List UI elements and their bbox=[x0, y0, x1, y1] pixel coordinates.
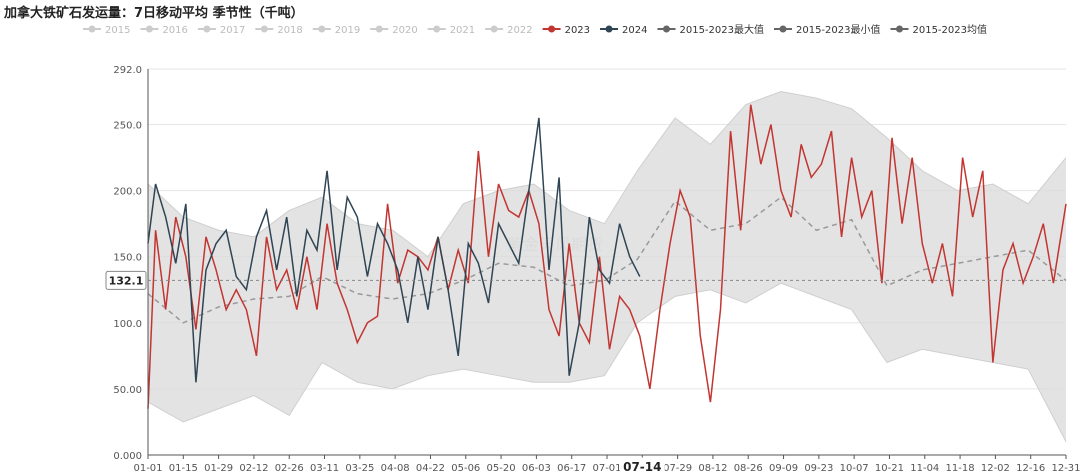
series-line-2023 bbox=[147, 104, 1067, 409]
legend-item-2015[interactable]: 2015 bbox=[82, 25, 130, 36]
x-tick-label: 06-17 bbox=[557, 463, 586, 474]
legend-label: 2023 bbox=[565, 25, 590, 36]
legend-marker-icon bbox=[375, 25, 383, 33]
y-tick-label: 100.0 bbox=[113, 319, 142, 330]
legend-label: 2022 bbox=[507, 25, 532, 36]
x-tick-label: 03-25 bbox=[345, 463, 374, 474]
legend-item-2017[interactable]: 2017 bbox=[197, 25, 245, 36]
legend-label: 2015-2023最小值 bbox=[796, 23, 881, 36]
legend-item-2015-2023最大值[interactable]: 2015-2023最大值 bbox=[657, 23, 764, 36]
x-tick-label: 12-02 bbox=[981, 463, 1010, 474]
chart-title: 加拿大铁矿石发运量：7日移动平均 季节性（千吨） bbox=[4, 6, 304, 21]
legend-item-2015-2023均值[interactable]: 2015-2023均值 bbox=[890, 23, 987, 36]
legend-marker-icon bbox=[779, 25, 787, 33]
y-tick-label: 200.0 bbox=[113, 187, 142, 198]
pointer-x-box bbox=[619, 457, 665, 475]
x-tick-label: 05-20 bbox=[487, 463, 516, 474]
legend-marker-icon bbox=[605, 25, 613, 33]
legend-label: 2015-2023均值 bbox=[912, 23, 987, 36]
x-tick-label: 12-31 bbox=[1051, 463, 1080, 474]
x-tick-label: 09-23 bbox=[804, 463, 833, 474]
y-tick-label: 150.0 bbox=[113, 253, 142, 264]
x-tick-label: 10-07 bbox=[840, 463, 869, 474]
legend-item-2022[interactable]: 2022 bbox=[485, 25, 533, 36]
legend-label: 2021 bbox=[450, 25, 475, 36]
x-tick-label: 11-04 bbox=[910, 463, 939, 474]
legend-item-2018[interactable]: 2018 bbox=[255, 25, 303, 36]
legend-label: 2020 bbox=[392, 25, 417, 36]
legend-marker-icon bbox=[895, 25, 903, 33]
x-tick-label: 02-12 bbox=[239, 463, 268, 474]
legend-marker-icon bbox=[203, 25, 211, 33]
legend-marker-icon bbox=[318, 25, 326, 33]
x-tick-label: 05-06 bbox=[451, 463, 480, 474]
x-tick-label: 01-01 bbox=[133, 463, 162, 474]
y-tick-label: 50.00 bbox=[113, 385, 142, 396]
x-tick-label: 07-01 bbox=[592, 463, 621, 474]
x-tick-label: 09-09 bbox=[769, 463, 798, 474]
legend-marker-icon bbox=[662, 25, 670, 33]
x-tick-label: 11-18 bbox=[946, 463, 975, 474]
legend-label: 2015-2023最大值 bbox=[679, 23, 764, 36]
series-line-mean bbox=[147, 196, 1067, 324]
pointer-x-value: 07-14 bbox=[623, 460, 661, 474]
legend-label: 2024 bbox=[622, 25, 647, 36]
legend-item-2023[interactable]: 2023 bbox=[542, 25, 590, 36]
x-tick-label: 07-29 bbox=[663, 463, 692, 474]
legend-item-2015-2023最小值[interactable]: 2015-2023最小值 bbox=[773, 23, 881, 36]
x-tick-label: 10-21 bbox=[875, 463, 904, 474]
y-tick-label: 250.0 bbox=[113, 121, 142, 132]
x-tick-label: 04-08 bbox=[381, 463, 410, 474]
series-line-min bbox=[147, 282, 1067, 443]
legend-marker-icon bbox=[260, 25, 268, 33]
x-tick-label: 03-11 bbox=[310, 463, 339, 474]
x-tick-label: 02-26 bbox=[275, 463, 304, 474]
legend-marker-icon bbox=[433, 25, 441, 33]
x-tick-label: 04-22 bbox=[416, 463, 445, 474]
legend-item-2024[interactable]: 2024 bbox=[600, 25, 647, 36]
legend-marker-icon bbox=[145, 25, 153, 33]
legend-label: 2015 bbox=[105, 25, 130, 36]
legend-label: 2018 bbox=[277, 25, 302, 36]
legend-item-2019[interactable]: 2019 bbox=[312, 25, 360, 36]
y-tick-label: 0.000 bbox=[113, 451, 142, 462]
legend-marker-icon bbox=[88, 25, 96, 33]
legend-item-2020[interactable]: 2020 bbox=[370, 25, 418, 36]
legend: 2015 2016 2017 2018 2019 2020 2021 2022 2023 2024… bbox=[82, 23, 987, 36]
x-tick-label: 01-29 bbox=[204, 463, 233, 474]
series-line-max bbox=[147, 90, 1067, 258]
x-tick-label: 08-26 bbox=[734, 463, 763, 474]
y-tick-label: 292.0 bbox=[113, 65, 142, 76]
legend-label: 2017 bbox=[220, 25, 245, 36]
legend-label: 2019 bbox=[335, 25, 360, 36]
legend-marker-icon bbox=[548, 25, 556, 33]
legend-item-2016[interactable]: 2016 bbox=[140, 25, 188, 36]
legend-marker-icon bbox=[490, 25, 498, 33]
legend-label: 2016 bbox=[162, 25, 187, 36]
x-tick-label: 01-15 bbox=[169, 463, 198, 474]
legend-item-2021[interactable]: 2021 bbox=[427, 25, 475, 36]
x-tick-label: 12-16 bbox=[1016, 463, 1045, 474]
x-tick-label: 06-03 bbox=[522, 463, 551, 474]
pointer-y-value: 132.1 bbox=[109, 274, 144, 287]
x-tick-label: 08-12 bbox=[698, 463, 727, 474]
series-line-2024 bbox=[147, 117, 641, 383]
pointer-label-box bbox=[105, 270, 147, 290]
